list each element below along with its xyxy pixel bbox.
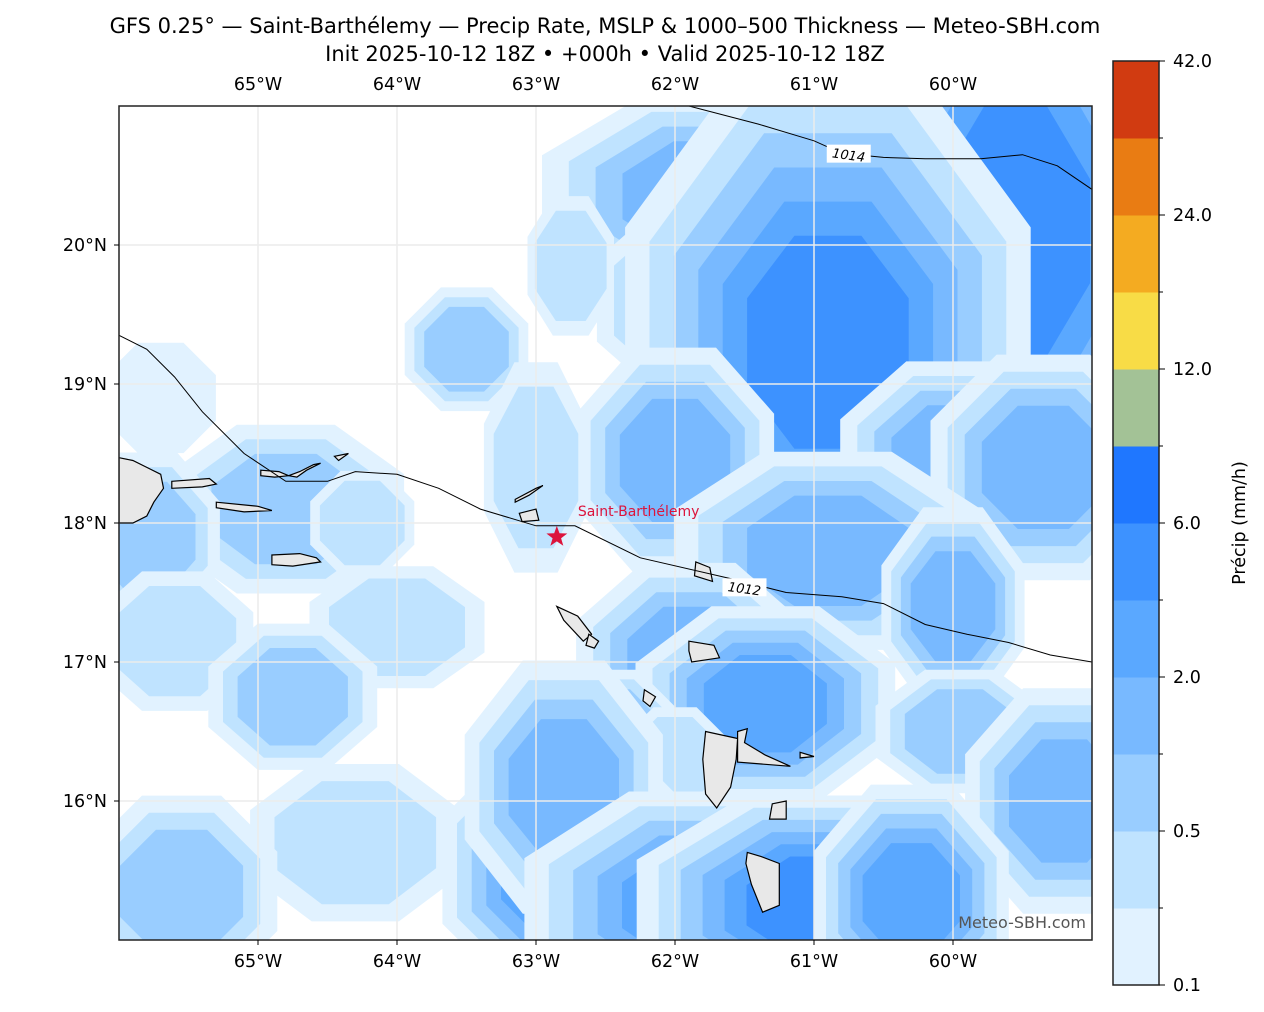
island-marie-galante: [768, 800, 787, 820]
graticule: [119, 106, 1092, 940]
lon-label-top: 65°W: [234, 75, 282, 95]
island-barbuda: [693, 561, 714, 583]
lat-label-left: 18°N: [63, 514, 107, 534]
colorbar-bin: [1113, 600, 1159, 678]
lon-label-bottom: 60°W: [929, 952, 977, 972]
island-hispaniola-east: [119, 457, 165, 524]
precip-contour: [703, 655, 827, 753]
island-virgin-gorda: [333, 452, 349, 462]
colorbar-tick-label: 24.0: [1173, 206, 1212, 226]
lon-label-top: 64°W: [373, 75, 421, 95]
colorbar-bin: [1113, 61, 1159, 139]
island-guadeloupe-grande-terre: [736, 727, 791, 767]
precip-contour: [237, 648, 348, 746]
lon-label-bottom: 65°W: [234, 952, 282, 972]
colorbar-tick-label: 6.0: [1173, 514, 1201, 534]
island-st-john-tortola: [286, 462, 321, 478]
colorbar-tick-label: 2.0: [1173, 668, 1201, 688]
island-puerto-rico-east: [171, 477, 218, 489]
precip-contour: [862, 843, 960, 940]
island-desirade: [799, 751, 815, 759]
island-dominica: [745, 851, 780, 913]
precip-contour: [534, 210, 607, 321]
isobar-label: 1014: [831, 146, 866, 165]
watermark: Meteo-SBH.com: [958, 913, 1086, 932]
precip-contour: [119, 586, 237, 697]
location-marker-group: Saint-Barthélemy: [546, 504, 699, 546]
location-label: Saint-Barthélemy: [578, 504, 700, 520]
colorbar: 0.1 0.5 2.0 6.0 12.0 24.0 42.0 Précip (mm/h): [1112, 52, 1250, 996]
colorbar-tick-label: 12.0: [1173, 360, 1212, 380]
isobar-line: [688, 106, 1092, 190]
lon-label-bottom: 63°W: [512, 952, 560, 972]
lon-label-top: 62°W: [651, 75, 699, 95]
colorbar-tick-label: 0.1: [1173, 976, 1201, 996]
lat-label-left: 16°N: [63, 792, 107, 812]
lon-label-top: 61°W: [790, 75, 838, 95]
colorbar-bin: [1113, 754, 1159, 832]
colorbar-bin: [1113, 292, 1159, 370]
island-vieques: [215, 501, 273, 513]
colorbar-tick-label: 0.5: [1173, 822, 1201, 842]
isobars: 1014 1012: [119, 106, 1092, 663]
lon-label-top: 63°W: [512, 75, 560, 95]
isobar-line: [119, 334, 1092, 663]
isobar-label-bg: [826, 144, 871, 163]
star-icon: [546, 525, 568, 546]
colorbar-bin: [1113, 523, 1159, 601]
precip-contour: [274, 781, 437, 905]
lat-label-left: 20°N: [63, 236, 107, 256]
colorbar-title: Précip (mm/h): [1230, 461, 1250, 585]
lon-label-bottom: 64°W: [373, 952, 421, 972]
colorbar-tick-label: 42.0: [1173, 52, 1212, 72]
lon-label-bottom: 61°W: [790, 952, 838, 972]
lat-label-left: 17°N: [63, 653, 107, 673]
island-nevis: [585, 633, 600, 649]
colorbar-bin: [1113, 446, 1159, 524]
precip-contour: [981, 405, 1092, 529]
precip-contour: [424, 306, 509, 392]
precip-contour: [119, 342, 216, 454]
colorbar-bin: [1113, 908, 1159, 986]
precip-contour: [120, 829, 244, 940]
island-st-martin: [518, 508, 540, 523]
island-st-croix: [271, 552, 322, 567]
colorbar-bin: [1113, 831, 1159, 909]
isobar-label-bg: [722, 578, 767, 597]
island-anguilla: [514, 484, 544, 504]
isobar-label: 1012: [727, 580, 762, 599]
lon-label-bottom: 62°W: [651, 952, 699, 972]
colorbar-bin: [1113, 369, 1159, 447]
coastlines: [119, 452, 815, 913]
colorbar-bin: [1113, 215, 1159, 293]
colorbar-bin: [1113, 677, 1159, 755]
axis-ticks: 65°W 65°W 64°W 64°W 63°W 63°W 62°W 62°W 61°W 61°W…: [63, 75, 977, 972]
island-montserrat: [642, 688, 657, 708]
lon-label-top: 60°W: [929, 75, 977, 95]
colorbar-bin: [1113, 138, 1159, 216]
island-antigua: [688, 640, 721, 663]
map-title: GFS 0.25° — Saint-Barthélemy — Precip Ra…: [109, 14, 1101, 38]
lat-label-left: 19°N: [63, 375, 107, 395]
map-subtitle: Init 2025-10-12 18Z • +000h • Valid 2025…: [325, 42, 885, 66]
